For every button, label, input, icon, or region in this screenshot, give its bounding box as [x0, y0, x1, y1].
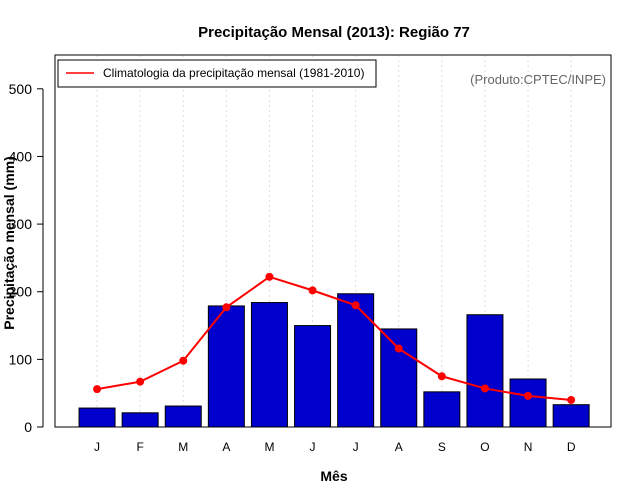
bar-8	[380, 328, 418, 428]
y-axis: 0 100 200 300 400 500	[9, 81, 44, 435]
x-tick-label: D	[567, 440, 576, 454]
y-tick-label: 500	[9, 81, 33, 97]
y-tick-label: 100	[9, 351, 33, 367]
climatology-point-5	[265, 272, 274, 281]
bar-5	[250, 302, 288, 428]
x-tick-label: N	[524, 440, 533, 454]
bar-10	[466, 314, 504, 428]
chart-title: Precipitação Mensal (2013): Região 77	[198, 24, 470, 41]
y-tick-label: 400	[9, 148, 33, 164]
climatology-point-6	[308, 286, 317, 295]
plot-frame	[54, 54, 612, 428]
legend-label: Climatologia da precipitação mensal (198…	[103, 66, 364, 80]
bar-1	[78, 407, 116, 428]
climatology-point-9	[437, 372, 446, 381]
x-axis-title: Mês	[320, 468, 347, 484]
legend: Climatologia da precipitação mensal (198…	[57, 59, 377, 88]
x-tick-label: A	[395, 440, 403, 454]
x-tick-label: J	[310, 440, 316, 454]
climatology-point-11	[524, 391, 533, 400]
climatology-line	[93, 272, 576, 404]
climatology-point-3	[179, 356, 188, 365]
y-tick-label: 300	[9, 216, 33, 232]
bar-3	[164, 405, 202, 428]
y-tick-label: 200	[9, 284, 33, 300]
bar-6	[294, 325, 332, 428]
source-note: (Produto:CPTEC/INPE)	[470, 72, 606, 87]
climatology-point-12	[567, 395, 576, 404]
x-tick-label: F	[136, 440, 143, 454]
x-tick-label: J	[353, 440, 359, 454]
climatology-series-line	[96, 275, 572, 401]
legend-box	[57, 59, 377, 88]
x-tick-label: A	[222, 440, 230, 454]
x-tick-label: M	[264, 440, 274, 454]
y-axis-title: Precipitação mensal (mm)	[1, 156, 17, 330]
x-tick-label: M	[178, 440, 188, 454]
climatology-point-4	[222, 303, 231, 312]
climatology-point-2	[136, 377, 145, 386]
bar-7	[337, 293, 375, 428]
x-tick-label: O	[480, 440, 489, 454]
bar-4	[207, 305, 245, 428]
climatology-point-1	[93, 385, 102, 394]
climatology-point-7	[351, 301, 360, 310]
climatology-point-10	[480, 384, 489, 393]
bar-12	[552, 404, 590, 428]
bar-11	[509, 378, 547, 428]
bar-9	[423, 391, 461, 428]
y-tick-label: 0	[24, 419, 32, 435]
x-tick-label: S	[438, 440, 446, 454]
bar-2	[121, 412, 159, 428]
bars	[78, 293, 590, 428]
climatology-point-8	[394, 344, 403, 353]
x-tick-label: J	[94, 440, 100, 454]
